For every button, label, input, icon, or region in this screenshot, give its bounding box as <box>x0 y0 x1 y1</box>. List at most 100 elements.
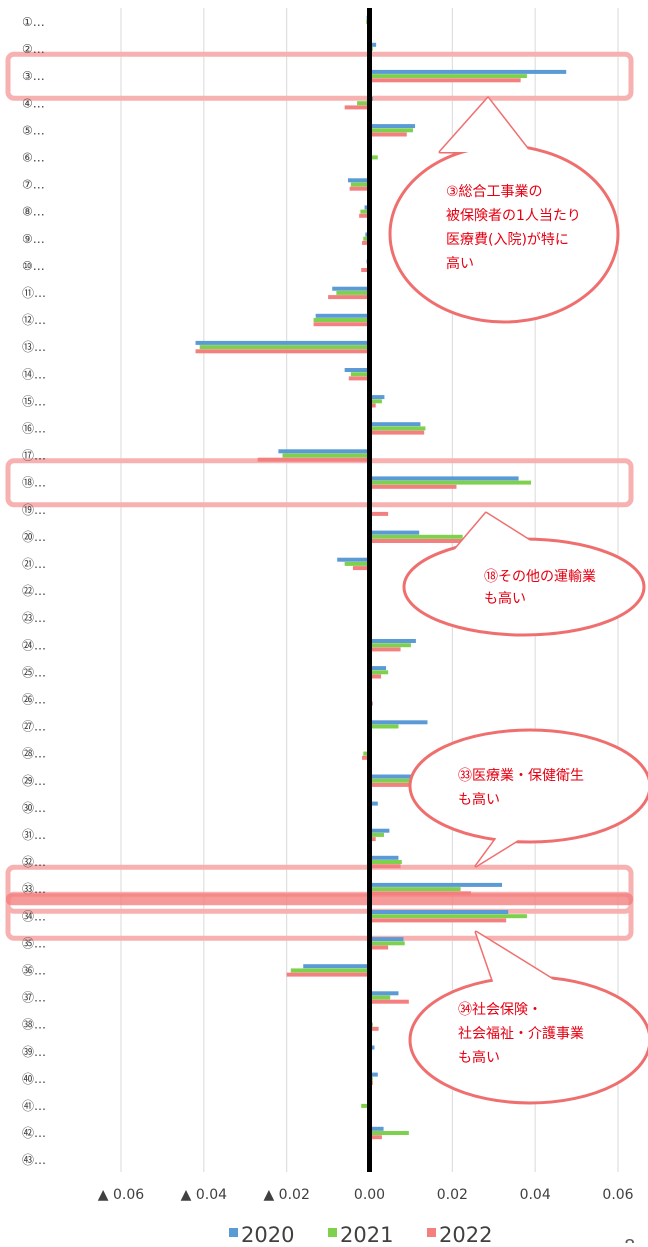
callout-text-1: 医療費(入院)が特に <box>446 231 569 248</box>
bar-2021-18 <box>369 480 532 485</box>
bar-2022-42 <box>369 1135 382 1140</box>
bar-2020-36 <box>303 964 370 969</box>
bar-2022-5 <box>369 132 407 137</box>
callout-tail-fill-2 <box>452 513 532 553</box>
bar-2021-9 <box>363 236 370 241</box>
category-label: ⑨… <box>22 232 45 246</box>
bar-2021-35 <box>369 941 405 946</box>
category-label: ⑤… <box>22 123 45 137</box>
bar-2021-42 <box>369 1131 409 1135</box>
bar-2021-32 <box>369 860 402 864</box>
bar-2020-15 <box>369 395 385 400</box>
category-label: ⑱… <box>22 476 46 490</box>
bar-2022-14 <box>348 376 370 381</box>
bar-2022-35 <box>369 945 389 950</box>
category-label: ㉕… <box>22 665 46 679</box>
category-label: ㉘… <box>22 747 46 761</box>
callout-text-4: ㉞社会保険・ <box>458 1002 542 1018</box>
category-label: ⑲… <box>22 503 46 517</box>
bar-2021-34 <box>369 914 527 919</box>
page-number: 8 <box>624 1236 635 1243</box>
category-label: ㊵… <box>22 1072 46 1086</box>
bar-2022-9 <box>362 240 370 245</box>
category-label: ㉗… <box>22 720 46 734</box>
x-tick-label: 0.06 <box>602 1187 633 1203</box>
highlight-box-1 <box>5 458 634 508</box>
bar-2021-28 <box>363 751 370 756</box>
bar-2022-12 <box>313 322 370 327</box>
callout-bubble-2 <box>402 537 646 637</box>
bar-2020-40 <box>369 1072 378 1077</box>
highlight-box-2 <box>5 864 634 914</box>
bar-2020-33 <box>369 882 503 887</box>
bar-2021-16 <box>369 426 426 431</box>
category-label: ②… <box>22 42 45 56</box>
bar-2022-4 <box>344 105 370 110</box>
category-label: ㉜… <box>22 855 46 869</box>
category-label: ⑰… <box>22 449 46 463</box>
bar-2022-19 <box>369 511 389 516</box>
bar-2022-24 <box>369 647 401 652</box>
callout-text-3: ㉝医療業・保健衛生 <box>458 767 584 784</box>
category-label: ㊴… <box>22 1045 46 1059</box>
bar-2022-21 <box>352 566 370 571</box>
highlight-band <box>6 893 633 906</box>
category-label: ㉒… <box>22 584 46 598</box>
bar-2022-32 <box>369 864 401 869</box>
bar-2021-14 <box>350 372 370 377</box>
category-label: ㉞… <box>22 909 46 923</box>
bar-2020-37 <box>369 991 399 996</box>
bar-2020-5 <box>369 124 416 129</box>
x-tick-label: ▲ 0.06 <box>98 1187 144 1203</box>
category-label: ⑬… <box>22 340 46 354</box>
callout-tail-fill-1 <box>440 98 530 152</box>
category-label: ㉟… <box>22 936 46 950</box>
bar-2021-6 <box>369 155 378 160</box>
bar-2020-16 <box>369 422 421 427</box>
bar-2020-25 <box>369 666 387 671</box>
legend-label-2020: 2020 <box>241 1223 294 1243</box>
category-label: ⑥… <box>22 151 45 165</box>
bar-2020-17 <box>278 449 370 454</box>
category-label: ⑧… <box>22 205 45 219</box>
bar-2022-20 <box>369 539 463 543</box>
bar-2020-29 <box>369 774 440 779</box>
category-label: ㉑… <box>22 557 46 571</box>
bar-2022-31 <box>369 837 376 842</box>
legend-swatch-2021 <box>328 1228 337 1237</box>
x-tick-label: 0.04 <box>520 1187 551 1203</box>
bar-2022-36 <box>286 972 370 977</box>
category-label: ⑳… <box>22 530 46 544</box>
category-label: ㉔… <box>22 638 46 652</box>
bar-2021-5 <box>369 128 413 133</box>
highlight-box-0 <box>5 51 634 101</box>
category-label: ㉚… <box>22 801 46 815</box>
bar-2020-3 <box>369 69 567 74</box>
bar-2020-21 <box>337 557 370 562</box>
bar-2020-31 <box>369 828 390 833</box>
bar-2022-38 <box>369 1026 379 1031</box>
bar-2020-32 <box>369 855 399 860</box>
legend-swatch-2022 <box>427 1228 436 1237</box>
category-label: ㉝… <box>22 882 46 896</box>
bar-2021-17 <box>282 453 370 458</box>
bar-2022-34 <box>369 918 507 923</box>
category-label: ⑮… <box>22 394 46 408</box>
bar-2020-14 <box>344 368 370 372</box>
callout-tail-fill-3 <box>476 836 518 866</box>
bar-2020-42 <box>369 1126 384 1131</box>
bar-2020-34 <box>369 910 509 914</box>
bar-2020-2 <box>369 42 377 47</box>
category-label: ⑫… <box>22 313 46 327</box>
bar-2022-10 <box>361 268 370 272</box>
bar-2022-29 <box>369 782 433 787</box>
bar-2021-8 <box>360 209 370 214</box>
callout-text-1: ③総合工事業の <box>446 184 543 200</box>
category-label: ㊶… <box>22 1099 46 1113</box>
bar-2021-21 <box>344 561 370 566</box>
bar-2021-20 <box>369 534 463 539</box>
bar-2022-18 <box>369 484 457 489</box>
bar-2021-11 <box>336 290 370 295</box>
